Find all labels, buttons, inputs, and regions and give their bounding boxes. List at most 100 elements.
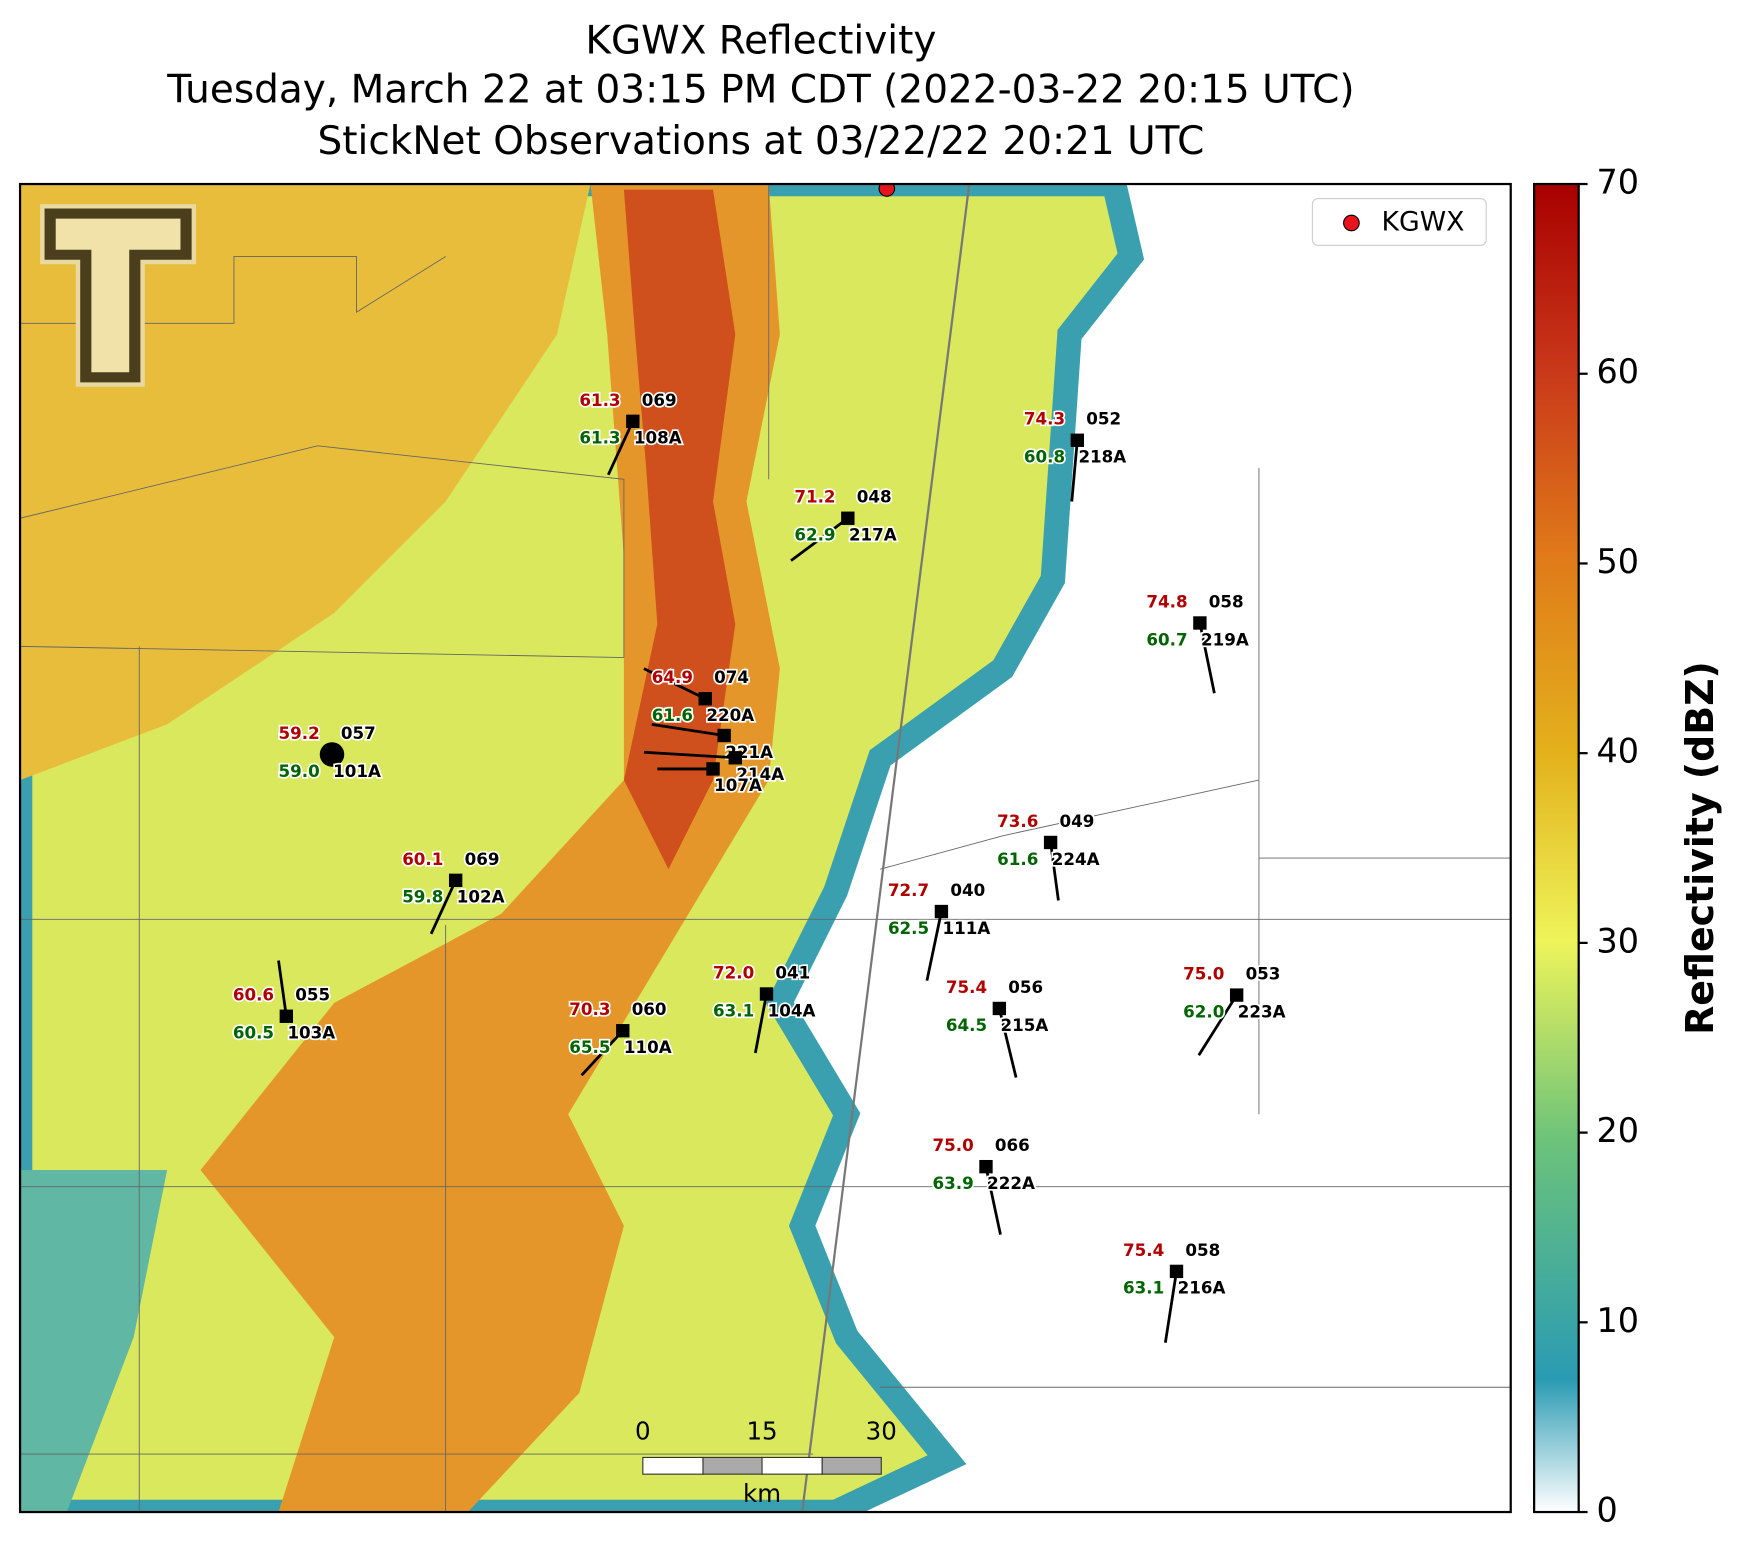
station-id: 110A	[624, 1037, 672, 1057]
station-id: 108A	[634, 428, 682, 448]
station-id: 217A	[849, 525, 897, 545]
scale-label: 30	[866, 1417, 897, 1446]
dewpoint: 59.0	[279, 761, 320, 781]
dewpoint: 61.6	[997, 849, 1038, 869]
station-id: 219A	[1201, 629, 1249, 649]
station-code: 058	[1185, 1240, 1220, 1260]
station-code: 074	[714, 667, 749, 687]
overlay: 0 10 20 30 40 50 60 70 61.3 069 61.3 108A 71.2 048 62.…	[231, 163, 1640, 1530]
station-id: 222A	[987, 1173, 1035, 1193]
dewpoint: 62.9	[794, 525, 835, 545]
wind-barb	[753, 993, 768, 1054]
station-marker	[279, 1009, 294, 1023]
station-code: 049	[1060, 811, 1095, 831]
wind-barb	[277, 960, 288, 1017]
legend-label: KGWX	[1381, 207, 1464, 238]
station-id: 103A	[287, 1023, 335, 1043]
station-marker	[1043, 835, 1058, 850]
station-code: 052	[1086, 409, 1121, 429]
subtitle: Tuesday, March 22 at 03:15 PM CDT (2022-…	[166, 68, 1354, 113]
temperature: 60.6	[233, 985, 274, 1005]
colorbar-tick-label: 40	[1597, 732, 1640, 771]
wind-barb	[1197, 994, 1238, 1056]
temperature: 64.9	[652, 667, 693, 687]
station-code: 041	[775, 962, 810, 982]
station-code: 069	[465, 849, 500, 869]
station-code: 069	[642, 390, 677, 410]
station-marker	[759, 987, 774, 1001]
dewpoint: 63.9	[933, 1173, 974, 1193]
station-id: 104A	[768, 1000, 816, 1020]
station-marker	[979, 1159, 993, 1174]
wind-barb	[790, 517, 849, 562]
colorbar-tick-label: 0	[1597, 1491, 1618, 1530]
wind-barb	[997, 1008, 1018, 1078]
colorbar-label: Reflectivity (dBZ)	[1678, 661, 1722, 1035]
station-marker	[698, 692, 712, 706]
station-code: 055	[295, 985, 330, 1005]
dewpoint: 60.8	[1024, 447, 1065, 467]
station-code: 056	[1008, 977, 1043, 997]
dewpoint: 61.3	[579, 428, 620, 448]
colorbar-tick-label: 20	[1597, 1111, 1640, 1150]
station-id: 220A	[706, 705, 754, 725]
temperature: 60.1	[402, 849, 443, 869]
temperature: 71.2	[794, 487, 835, 507]
temperature: 74.3	[1024, 409, 1065, 429]
colorbar-tick-label: 70	[1597, 163, 1640, 202]
station-marker	[1193, 616, 1207, 630]
wind-barb	[925, 911, 943, 981]
station-id: 215A	[1000, 1015, 1048, 1035]
wind-barb	[1198, 622, 1216, 694]
dewpoint: 63.1	[713, 1000, 754, 1020]
station-id: 111A	[943, 918, 991, 938]
station-id: 224A	[1052, 849, 1100, 869]
legend-marker	[1343, 214, 1360, 232]
scale-label: 0	[635, 1417, 651, 1446]
radar-field	[20, 184, 1511, 1513]
temperature: 74.8	[1146, 591, 1187, 611]
temperature: 72.0	[713, 962, 754, 982]
station-code: 057	[341, 723, 376, 743]
scale-label: 15	[746, 1417, 777, 1446]
wind-barb	[1070, 440, 1079, 502]
dewpoint: 64.5	[946, 1015, 987, 1035]
legend: KGWX	[1311, 197, 1487, 246]
colorbar-tick-label: 60	[1597, 352, 1640, 391]
dewpoint: 62.0	[1183, 1001, 1224, 1021]
title: KGWX Reflectivity	[585, 19, 936, 64]
wind-barb	[429, 879, 457, 935]
temperature: 61.3	[579, 390, 620, 410]
temperature: 75.4	[1123, 1240, 1164, 1260]
station-marker	[626, 414, 640, 429]
obs-time: StickNet Observations at 03/22/22 20:21 …	[318, 119, 1205, 164]
station-marker	[448, 873, 463, 888]
station-code: 048	[857, 487, 892, 507]
station-marker	[728, 751, 742, 765]
temperature: 75.0	[1183, 964, 1224, 984]
wind-barb	[1049, 842, 1060, 901]
station-code: 058	[1209, 591, 1244, 611]
dewpoint: 60.5	[233, 1023, 274, 1043]
wind-barb	[984, 1166, 1002, 1235]
station-id: 101A	[333, 761, 381, 781]
temperature: 73.6	[997, 811, 1038, 831]
colorbar	[1533, 182, 1580, 1514]
station-marker	[992, 1001, 1007, 1016]
calm-marker	[319, 742, 345, 767]
station-id: 218A	[1078, 447, 1126, 467]
station-id: 107A	[714, 775, 762, 795]
temperature: 75.0	[933, 1135, 974, 1155]
station-code: 040	[950, 880, 985, 900]
station-marker	[1169, 1264, 1184, 1279]
wind-barb	[643, 667, 706, 700]
station-code: 060	[632, 999, 667, 1019]
station-marker	[1070, 433, 1085, 447]
station-marker	[934, 904, 949, 919]
logo	[40, 204, 197, 387]
colorbar-tick-label: 30	[1597, 921, 1640, 960]
station-code: 053	[1246, 964, 1281, 984]
dewpoint: 62.5	[888, 918, 929, 938]
dewpoint: 63.1	[1123, 1278, 1164, 1298]
station-id: 216A	[1178, 1278, 1226, 1298]
